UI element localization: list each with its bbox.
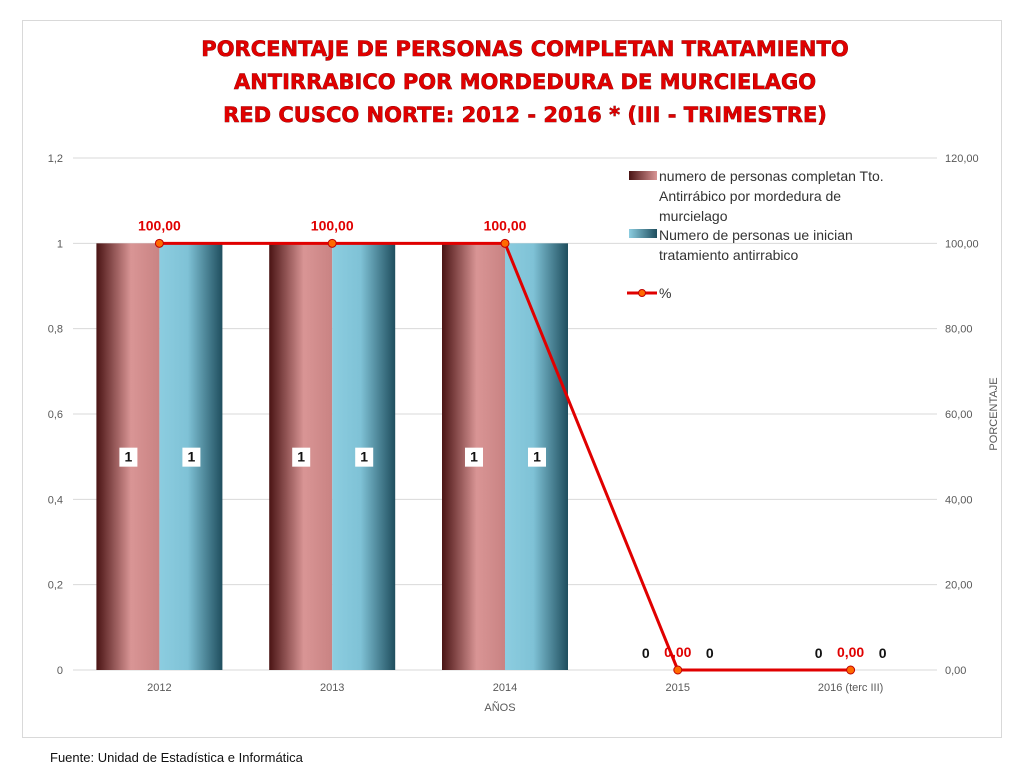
source-note: Fuente: Unidad de Estadística e Informát… xyxy=(50,750,303,765)
y-tick-label-1: 0,2 xyxy=(48,580,63,592)
bars xyxy=(96,243,568,671)
legend-swatch-inician xyxy=(629,229,657,238)
y-tick-label-0: 0 xyxy=(57,665,63,677)
bar-label-inician-3: 0 xyxy=(706,645,714,661)
bar-label-bg-inician-1 xyxy=(355,447,374,467)
y2-axis-title: PORCENTAJE xyxy=(988,377,1000,450)
y-tick-label-4: 0,8 xyxy=(48,324,63,336)
legend-item-percent: % xyxy=(627,285,671,301)
percent-label-3: 0,00 xyxy=(664,644,691,660)
bar-label-bg-completan-1 xyxy=(292,447,311,467)
chart-title-line-1: PORCENTAJE DE PERSONAS COMPLETAN TRATAMI… xyxy=(201,37,848,61)
bar-data-labels: 1 1 1 0 0 1 1 1 0 0 xyxy=(119,447,887,661)
bar-label-bg-inician-0 xyxy=(182,447,201,467)
y2-tick-label-1: 20,00 xyxy=(945,580,973,592)
y2-tick-label-2: 40,00 xyxy=(945,494,973,506)
legend-label-completan-line-1: numero de personas completan Tto. xyxy=(659,168,884,184)
percent-marker-2 xyxy=(500,238,510,248)
chart-title-line-3: RED CUSCO NORTE: 2012 - 2016 * (III - TR… xyxy=(223,103,827,127)
y-axis-right: 0,00 20,00 40,00 60,00 80,00 100,00 120,00 xyxy=(945,153,979,677)
y-tick-label-3: 0,6 xyxy=(48,409,63,421)
percent-marker-3 xyxy=(673,665,683,675)
bar-label-completan-0: 1 xyxy=(125,449,133,465)
x-axis: 2012 2013 2014 2015 2016 (terc III) xyxy=(147,682,883,694)
y2-tick-label-4: 80,00 xyxy=(945,324,973,336)
chart-title-line-2: ANTIRRABICO POR MORDEDURA DE MURCIELAGO xyxy=(234,70,816,94)
y-tick-label-2: 0,4 xyxy=(48,494,63,506)
legend-label-completan-line-2: Antirrábico por mordedura de xyxy=(659,188,841,204)
legend-label-inician-line-2: tratamiento antirrabico xyxy=(659,247,799,263)
legend-swatch-completan xyxy=(629,171,657,180)
x-tick-label-0: 2012 xyxy=(147,682,171,694)
bar-label-inician-1: 1 xyxy=(360,449,368,465)
x-tick-label-3: 2015 xyxy=(666,682,690,694)
legend-item-completan: numero de personas completan Tto. Antirr… xyxy=(629,168,888,224)
bar-label-completan-2: 1 xyxy=(470,449,478,465)
bar-label-inician-2: 1 xyxy=(533,449,541,465)
percent-label-0: 100,00 xyxy=(138,217,181,233)
bar-label-bg-completan-2 xyxy=(465,447,483,467)
percent-marker-0 xyxy=(154,238,164,248)
y2-tick-label-6: 120,00 xyxy=(945,153,979,165)
legend-label-inician: Numero de personas ue inician tratamient… xyxy=(659,227,857,263)
x-tick-label-1: 2013 xyxy=(320,682,344,694)
bar-label-bg-inician-2 xyxy=(528,447,546,467)
legend-item-inician: Numero de personas ue inician tratamient… xyxy=(629,227,857,263)
legend-label-completan-line-3: murcielago xyxy=(659,208,728,224)
bar-label-completan-3: 0 xyxy=(642,645,650,661)
chart-frame: PORCENTAJE DE PERSONAS COMPLETAN TRATAMI… xyxy=(22,20,1002,738)
chart-title: PORCENTAJE DE PERSONAS COMPLETAN TRATAMI… xyxy=(201,37,849,128)
y-tick-label-6: 1,2 xyxy=(48,153,63,165)
chart-svg: PORCENTAJE DE PERSONAS COMPLETAN TRATAMI… xyxy=(48,37,1000,714)
bar-label-inician-0: 1 xyxy=(188,449,196,465)
bar-label-inician-4: 0 xyxy=(879,645,887,661)
legend: numero de personas completan Tto. Antirr… xyxy=(627,168,888,301)
y-tick-label-5: 1 xyxy=(57,238,63,250)
legend-label-inician-line-1: Numero de personas ue inician xyxy=(659,227,853,243)
y2-tick-label-3: 60,00 xyxy=(945,409,973,421)
percent-label-2: 100,00 xyxy=(484,217,527,233)
y-axis-left: 0 0,2 0,4 0,6 0,8 1 1,2 xyxy=(48,153,63,677)
bar-label-completan-1: 1 xyxy=(297,449,305,465)
x-tick-label-4: 2016 (terc III) xyxy=(818,682,883,694)
y2-tick-label-5: 100,00 xyxy=(945,238,979,250)
legend-label-completan: numero de personas completan Tto. Antirr… xyxy=(659,168,888,224)
y2-tick-label-0: 0,00 xyxy=(945,665,966,677)
percent-marker-1 xyxy=(327,238,337,248)
x-axis-title: AÑOS xyxy=(484,701,515,714)
bar-label-completan-4: 0 xyxy=(815,645,823,661)
percent-marker-4 xyxy=(846,665,856,675)
x-tick-label-2: 2014 xyxy=(493,682,517,694)
percent-label-4: 0,00 xyxy=(837,644,864,660)
percent-label-1: 100,00 xyxy=(311,217,354,233)
legend-swatch-percent-marker xyxy=(638,289,646,297)
legend-label-percent: % xyxy=(659,285,671,301)
bar-label-bg-completan-0 xyxy=(119,447,138,467)
percent-line-series: 100,00 100,00 100,00 0,00 0,00 xyxy=(138,217,864,675)
